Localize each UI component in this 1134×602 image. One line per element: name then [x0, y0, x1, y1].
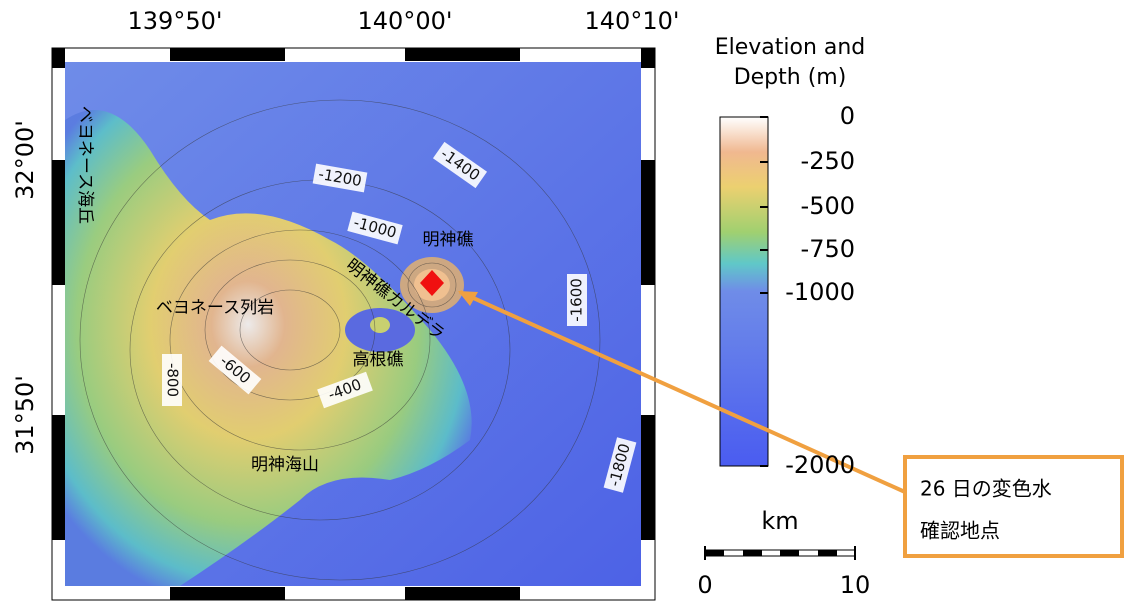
longitude-label: 139°50'	[128, 7, 223, 35]
longitude-label: 140°00'	[358, 7, 453, 35]
bathymetry	[65, 62, 641, 586]
scale-label: 10	[840, 571, 871, 599]
contour-label: -800	[164, 363, 182, 397]
scale-unit: km	[761, 507, 798, 535]
place-label: 明神礁	[423, 230, 474, 250]
contour-label: -1600	[568, 278, 586, 322]
longitude-label: 140°10'	[585, 7, 680, 35]
colorbar-tick-label: -250	[801, 147, 855, 175]
place-label: 高根礁	[353, 350, 404, 370]
colorbar-tick-label: -2000	[785, 451, 855, 479]
place-label: ベヨネース列岩	[156, 298, 274, 318]
annotation-text: 26 日の変色水	[920, 477, 1052, 501]
page: 139°50' 140°00' 140°10' 32°00' 31°50' ベヨネース海丘…	[0, 0, 1134, 602]
latitude-label: 32°00'	[11, 120, 39, 200]
place-label: 明神海山	[251, 455, 319, 475]
place-label: ベヨネース海丘	[75, 106, 95, 224]
map-figure: 139°50' 140°00' 140°10' 32°00' 31°50' ベヨネース海丘…	[0, 0, 1134, 602]
colorbar-tick-label: -1000	[785, 278, 855, 306]
colorbar-title: Depth (m)	[734, 65, 847, 90]
annotation-text: 確認地点	[920, 519, 1000, 543]
colorbar-tick-label: -750	[801, 235, 855, 263]
colorbar-title: Elevation and	[715, 35, 866, 60]
colorbar-tick-label: 0	[840, 102, 855, 130]
colorbar-tick-label: -500	[801, 192, 855, 220]
latitude-label: 31°50'	[11, 375, 39, 455]
scale-label: 0	[697, 571, 712, 599]
